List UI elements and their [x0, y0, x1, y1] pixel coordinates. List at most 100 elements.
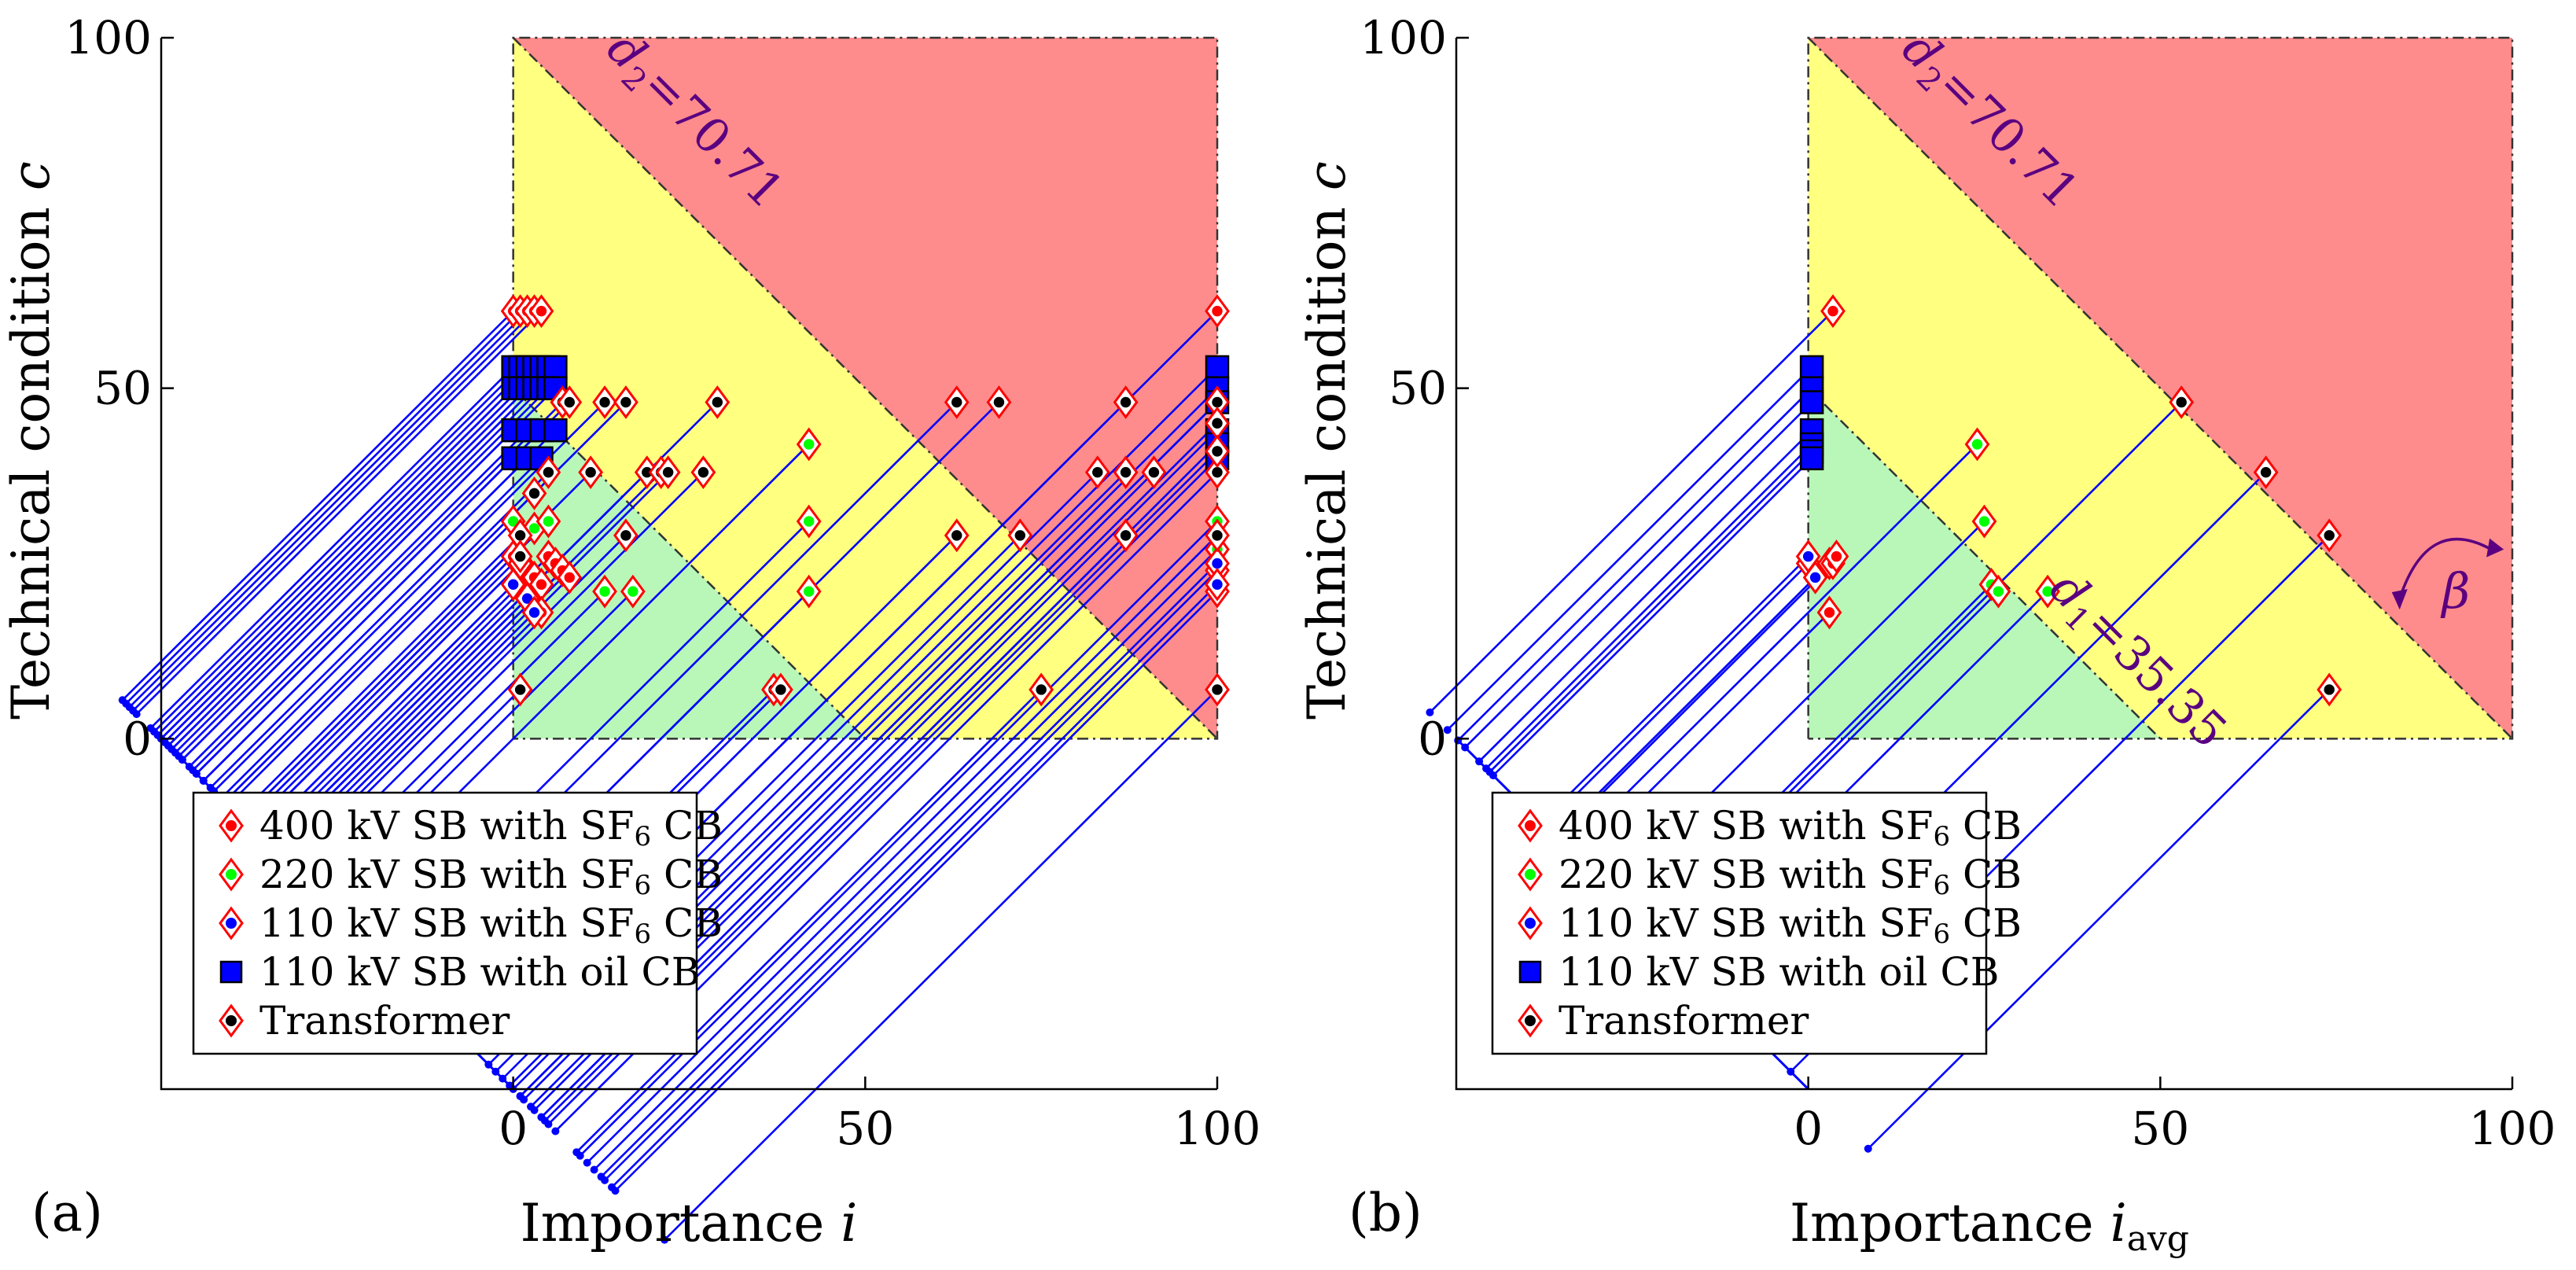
- legend-label: 400 kV SB with SF6 CB: [259, 803, 723, 852]
- data-point-center: [1212, 466, 1223, 478]
- x-tick-label: 100: [2469, 1102, 2556, 1155]
- data-point-center: [1212, 530, 1223, 541]
- legend-label: 400 kV SB with SF6 CB: [1558, 803, 2022, 852]
- projection-point: [1864, 1144, 1872, 1153]
- legend-marker-center: [226, 820, 237, 831]
- projection-line: [1540, 555, 1809, 824]
- y-tick-label: 50: [94, 362, 152, 415]
- panel-a-chart: 0 50 100 0 50 100 Importance i Technical condit…: [1, 11, 1260, 1253]
- projection-point: [1461, 743, 1470, 752]
- projection-line: [171, 387, 535, 750]
- beta-label: β: [2440, 562, 2470, 620]
- panel-label: (b): [1349, 1183, 1422, 1243]
- data-point-center: [1823, 607, 1835, 618]
- projection-point: [1475, 757, 1484, 766]
- projection-line: [600, 562, 1218, 1178]
- legend-marker-center: [1525, 1015, 1536, 1026]
- x-tick-label: 50: [836, 1102, 894, 1155]
- d2-boundary: [512, 37, 1218, 740]
- legend-marker-center: [1525, 918, 1536, 929]
- projection-point: [516, 1091, 524, 1100]
- projection-line: [125, 310, 521, 705]
- projection-line: [604, 569, 1218, 1181]
- projection-line: [156, 366, 528, 736]
- data-point-center: [585, 466, 596, 478]
- projection-line: [1543, 562, 1809, 827]
- projection-line: [614, 591, 1218, 1192]
- d1-boundary: [512, 387, 867, 740]
- data-point-center: [1212, 558, 1223, 569]
- projection-line: [164, 387, 521, 743]
- data-point-center: [1120, 530, 1132, 541]
- projection-line: [611, 583, 1218, 1188]
- legend-label: 110 kV SB with SF6 CB: [259, 900, 723, 950]
- projection-line: [167, 387, 528, 747]
- legend-box: [192, 791, 698, 1055]
- data-point-center: [993, 396, 1005, 408]
- data-point-center: [712, 396, 723, 408]
- projection-point: [608, 1183, 616, 1191]
- projection-point: [506, 1081, 514, 1090]
- projection-point: [178, 756, 186, 764]
- projection-line: [245, 521, 550, 824]
- projection-line: [1457, 387, 1813, 742]
- projection-point: [192, 769, 201, 778]
- projection-point: [1443, 726, 1452, 734]
- data-point-center: [599, 396, 610, 408]
- data-point-center: [1092, 466, 1103, 478]
- data-point-center: [803, 516, 815, 527]
- data-point-center: [620, 530, 631, 541]
- data-point-center: [564, 396, 576, 408]
- data-point-center: [1971, 439, 1983, 450]
- projection-line: [276, 471, 662, 856]
- x-tick-label: 0: [1794, 1102, 1823, 1155]
- projection-point: [572, 1148, 581, 1157]
- data-point-center: [1802, 550, 1814, 562]
- projection-line: [237, 534, 521, 817]
- data-point: [1799, 355, 1824, 380]
- x-tick-label: 100: [1174, 1102, 1261, 1155]
- data-point-center: [2324, 530, 2335, 541]
- projection-point: [661, 1235, 669, 1244]
- data-point-center: [1014, 530, 1026, 541]
- projection-line: [1429, 310, 1834, 713]
- projection-line: [248, 555, 521, 827]
- data-point-center: [951, 530, 962, 541]
- x-tick-label: 50: [2131, 1102, 2189, 1155]
- data-point-center: [1212, 305, 1223, 317]
- data-point-center: [2260, 466, 2272, 478]
- projection-point: [499, 1074, 507, 1083]
- x-axis-label: Importance iavg: [1790, 1193, 2189, 1259]
- data-point-center: [1212, 418, 1223, 429]
- projection-line: [576, 689, 1043, 1154]
- legend-label: 110 kV SB with SF6 CB: [1558, 900, 2022, 950]
- data-point-center: [627, 586, 638, 597]
- projection-line: [252, 562, 521, 831]
- data-point-center: [1978, 516, 1990, 527]
- projection-point: [132, 710, 141, 719]
- data-point-center: [642, 466, 653, 478]
- projection-point: [491, 1067, 500, 1076]
- projection-line: [1446, 366, 1813, 731]
- legend-marker-center: [226, 918, 237, 929]
- data-point-center: [599, 586, 610, 597]
- projection-point: [1426, 708, 1434, 716]
- projection-line: [1478, 429, 1813, 763]
- data-point-center: [697, 466, 709, 478]
- projection-line: [135, 310, 543, 716]
- projection-line: [149, 366, 514, 729]
- projection-line: [1485, 444, 1813, 770]
- data-point: [543, 418, 568, 443]
- data-point-center: [1809, 572, 1821, 583]
- projection-line: [132, 310, 535, 712]
- data-point-center: [1148, 466, 1160, 478]
- data-point-center: [1212, 446, 1223, 457]
- legend-marker-center: [1525, 820, 1536, 831]
- projection-line: [160, 387, 514, 740]
- y-tick-label: 100: [64, 11, 152, 64]
- projection-line: [192, 401, 564, 771]
- data-point-center: [803, 439, 815, 450]
- legend-box: [1491, 791, 1988, 1055]
